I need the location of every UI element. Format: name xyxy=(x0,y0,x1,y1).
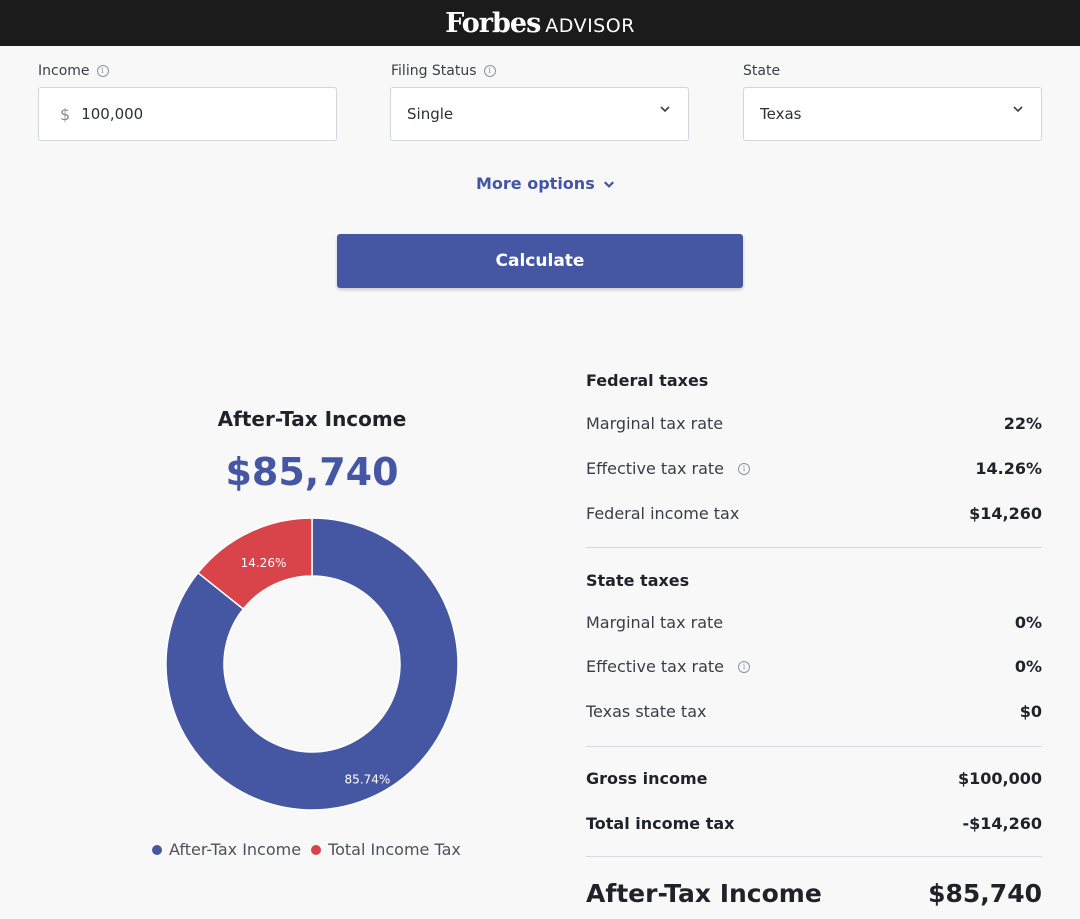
info-icon[interactable]: i xyxy=(96,65,109,77)
logo-main-text: Forbes xyxy=(445,7,541,39)
filing-status-label-text: Filing Status xyxy=(391,63,477,79)
row-label-text: Effective tax rate xyxy=(586,657,725,676)
legend-item-income-tax[interactable]: Total Income Tax xyxy=(311,840,461,859)
divider xyxy=(586,856,1042,857)
donut-data-label: 85.74% xyxy=(345,772,391,786)
row-value: $0 xyxy=(1019,702,1042,721)
row-label: Marginal tax rate xyxy=(586,613,724,632)
chevron-down-icon xyxy=(603,180,614,188)
legend-marker xyxy=(311,844,322,855)
chart-legend: After-Tax Income Total Income Tax xyxy=(152,840,471,859)
filing-status-select[interactable]: Single xyxy=(390,87,689,141)
donut-slice-after-tax-income[interactable] xyxy=(165,517,459,811)
row-label: After-Tax Income xyxy=(586,879,822,908)
chevron-down-icon xyxy=(660,106,670,113)
row-value: $100,000 xyxy=(957,769,1042,788)
row-label: Effective tax rate i xyxy=(586,657,751,676)
row-label: Effective tax rate i xyxy=(586,459,751,478)
row-value: -$14,260 xyxy=(962,814,1042,833)
legend-label: After-Tax Income xyxy=(169,840,302,859)
federal-taxes-heading: Federal taxes xyxy=(586,371,709,390)
chevron-down-icon xyxy=(1013,106,1023,113)
donut-chart: 85.74% 14.26% xyxy=(165,517,459,811)
legend-item-after-tax[interactable]: After-Tax Income xyxy=(152,840,301,859)
federal-effective-row: Effective tax rate i 14.26% xyxy=(586,459,1042,478)
income-input[interactable]: $ 100,000 xyxy=(38,87,337,141)
state-taxes-heading: State taxes xyxy=(586,571,690,590)
state-effective-row: Effective tax rate i 0% xyxy=(586,657,1042,676)
filing-status-value: Single xyxy=(407,105,454,123)
state-label: State xyxy=(743,63,780,79)
state-value: Texas xyxy=(760,105,802,123)
federal-marginal-row: Marginal tax rate 22% xyxy=(586,414,1042,433)
state-marginal-row: Marginal tax rate 0% xyxy=(586,613,1042,632)
federal-income-tax-row: Federal income tax $14,260 xyxy=(586,504,1042,523)
more-options-link[interactable]: More options xyxy=(476,174,615,193)
row-value: 14.26% xyxy=(975,459,1042,478)
income-label-text: Income xyxy=(38,63,90,79)
income-label: Income i xyxy=(38,63,109,79)
row-label: Federal income tax xyxy=(586,504,740,523)
divider xyxy=(586,547,1042,548)
row-label-text: Effective tax rate xyxy=(586,459,725,478)
gross-income-row: Gross income $100,000 xyxy=(586,769,1042,788)
row-value: 0% xyxy=(1014,657,1042,676)
chart-title: After-Tax Income xyxy=(217,407,407,431)
forbes-advisor-logo[interactable]: Forbes ADVISOR xyxy=(445,8,635,39)
state-label-text: State xyxy=(743,63,781,79)
row-value: 22% xyxy=(1003,414,1042,433)
divider xyxy=(586,746,1042,747)
row-value: $14,260 xyxy=(969,504,1042,523)
donut-slice-total-income-tax[interactable] xyxy=(196,517,313,611)
state-select[interactable]: Texas xyxy=(743,87,1042,141)
income-value: 100,000 xyxy=(81,105,144,123)
row-value: $85,740 xyxy=(928,879,1042,908)
logo-sub-text: ADVISOR xyxy=(545,14,635,37)
total-income-tax-row: Total income tax -$14,260 xyxy=(586,814,1042,833)
state-tax-row: Texas state tax $0 xyxy=(586,702,1042,721)
currency-symbol: $ xyxy=(60,104,71,124)
filing-status-label: Filing Status i xyxy=(391,63,496,79)
legend-label: Total Income Tax xyxy=(328,840,461,859)
row-label: Total income tax xyxy=(586,814,735,833)
row-label: Marginal tax rate xyxy=(586,414,724,433)
info-icon[interactable]: i xyxy=(738,462,751,475)
row-label: Gross income xyxy=(586,769,708,788)
info-icon[interactable]: i xyxy=(483,65,496,77)
top-bar: Forbes ADVISOR xyxy=(0,0,1080,46)
after-tax-amount: $85,740 xyxy=(225,450,399,494)
legend-marker xyxy=(152,844,162,855)
row-label: Texas state tax xyxy=(586,702,707,721)
row-value: 0% xyxy=(1014,613,1042,632)
info-icon[interactable]: i xyxy=(738,660,751,673)
after-tax-income-row: After-Tax Income $85,740 xyxy=(586,879,1042,908)
donut-data-label: 14.26% xyxy=(241,556,287,570)
calculate-button[interactable]: Calculate xyxy=(337,234,743,288)
more-options-label: More options xyxy=(476,174,595,193)
